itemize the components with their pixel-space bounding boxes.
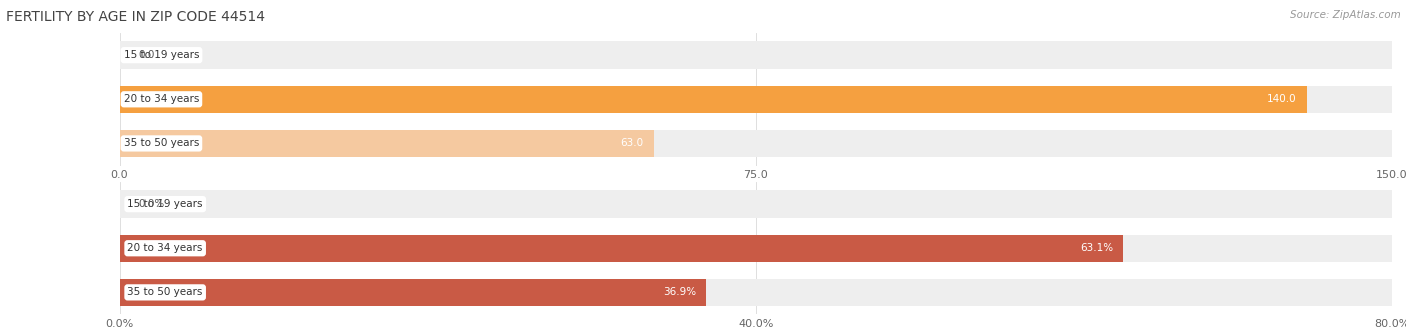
Text: 20 to 34 years: 20 to 34 years — [124, 94, 200, 104]
Text: 63.1%: 63.1% — [1080, 243, 1114, 253]
Text: 0.0: 0.0 — [139, 50, 155, 60]
Text: 15 to 19 years: 15 to 19 years — [128, 199, 202, 209]
Bar — [120, 279, 1392, 306]
Text: 36.9%: 36.9% — [664, 287, 696, 297]
Text: 15 to 19 years: 15 to 19 years — [124, 50, 200, 60]
Text: 140.0: 140.0 — [1267, 94, 1296, 104]
Text: 35 to 50 years: 35 to 50 years — [128, 287, 202, 297]
Bar — [120, 235, 1392, 262]
Text: 63.0: 63.0 — [620, 138, 644, 148]
Bar — [120, 130, 654, 157]
Bar — [120, 41, 1392, 69]
Bar — [120, 86, 1308, 113]
Bar — [120, 279, 706, 306]
Text: FERTILITY BY AGE IN ZIP CODE 44514: FERTILITY BY AGE IN ZIP CODE 44514 — [6, 10, 264, 24]
Text: 20 to 34 years: 20 to 34 years — [128, 243, 202, 253]
Bar — [120, 235, 1123, 262]
Text: Source: ZipAtlas.com: Source: ZipAtlas.com — [1289, 10, 1400, 20]
Bar — [120, 190, 1392, 218]
Bar — [120, 86, 1392, 113]
Text: 0.0%: 0.0% — [139, 199, 165, 209]
Text: 35 to 50 years: 35 to 50 years — [124, 138, 200, 148]
Bar — [120, 130, 1392, 157]
